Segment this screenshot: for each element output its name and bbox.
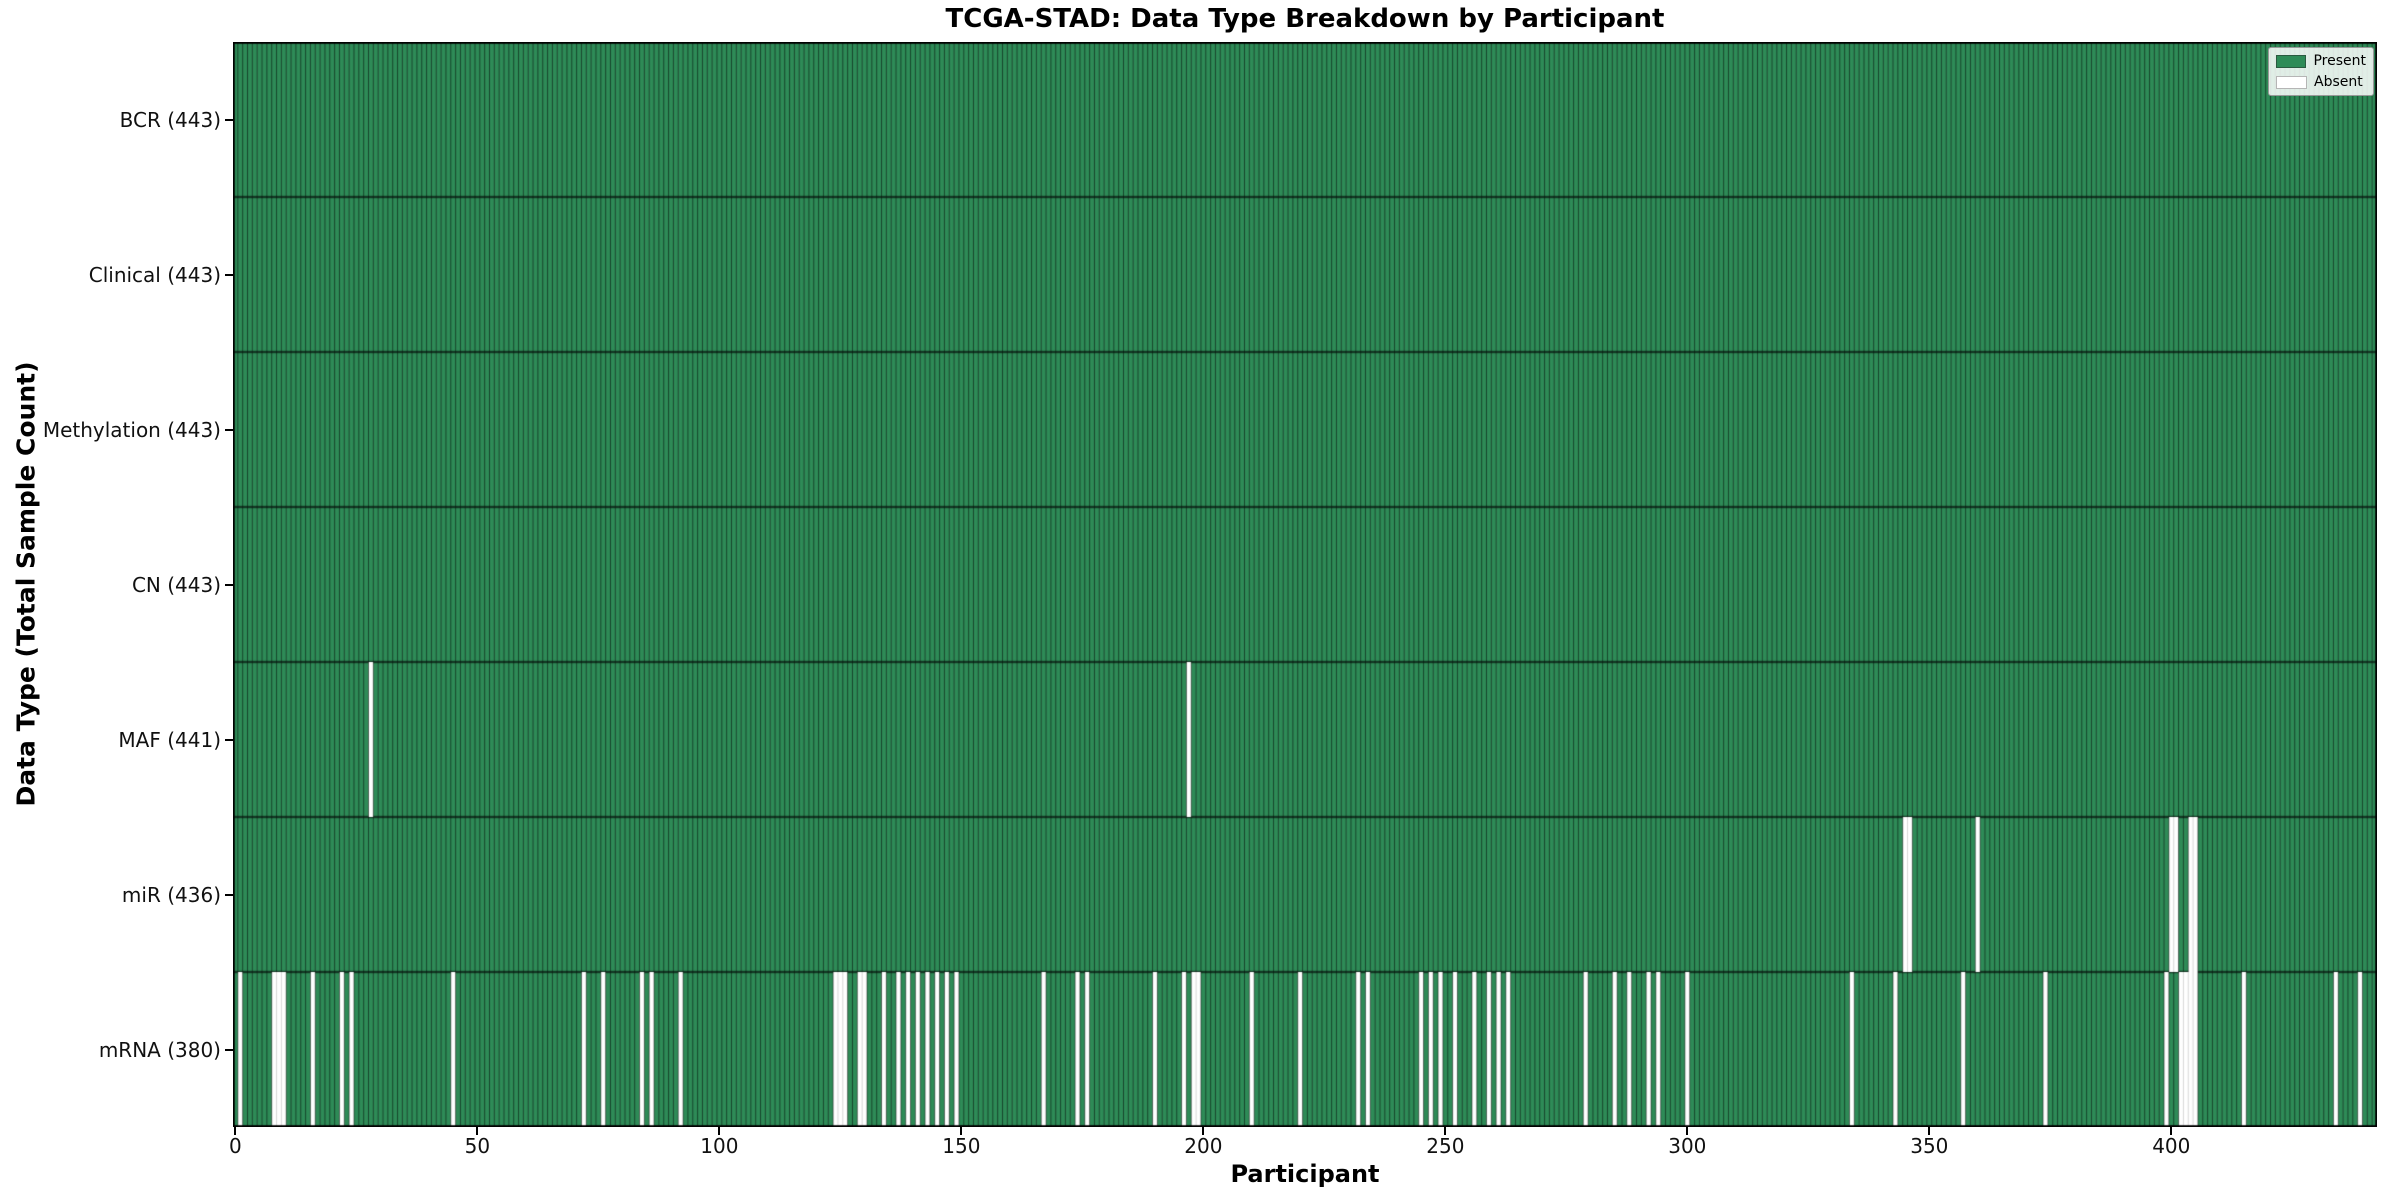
xtick-mark — [1686, 1127, 1689, 1135]
xtick-mark — [1202, 1127, 1205, 1135]
ytick-mark — [225, 118, 233, 121]
ytick-mark — [225, 583, 233, 586]
xtick-label-150: 150 — [942, 1134, 981, 1158]
xtick-label-350: 350 — [1910, 1134, 1949, 1158]
xtick-label-200: 200 — [1184, 1134, 1223, 1158]
xtick-label-0: 0 — [229, 1134, 242, 1158]
ytick-label-CN: CN (443) — [131, 572, 221, 597]
legend-swatch-absent — [2276, 75, 2307, 89]
xtick-label-400: 400 — [2152, 1134, 2191, 1158]
xtick-label-100: 100 — [700, 1134, 739, 1158]
ytick-mark — [225, 1048, 233, 1051]
xtick-mark — [1444, 1127, 1447, 1135]
xtick-label-50: 50 — [464, 1134, 491, 1158]
ytick-label-MAF: MAF (441) — [118, 727, 221, 752]
ytick-label-BCR: BCR (443) — [119, 107, 221, 132]
xtick-mark — [960, 1127, 963, 1135]
legend-item-absent: Absent — [2276, 74, 2366, 90]
ytick-mark — [225, 273, 233, 276]
ytick-label-Methylation: Methylation (443) — [42, 417, 221, 442]
ytick-mark — [225, 893, 233, 896]
x-axis-title: Participant — [1230, 1160, 1380, 1188]
xtick-mark — [1928, 1127, 1931, 1135]
legend: Present Absent — [2268, 47, 2374, 96]
xtick-mark — [718, 1127, 721, 1135]
legend-label-absent: Absent — [2314, 74, 2363, 90]
xtick-label-250: 250 — [1426, 1134, 1465, 1158]
ytick-label-mRNA: mRNA (380) — [98, 1037, 221, 1062]
xtick-mark — [234, 1127, 237, 1135]
legend-label-present: Present — [2313, 53, 2366, 69]
ytick-mark — [225, 428, 233, 431]
heatmap-canvas — [233, 42, 2377, 1127]
ytick-label-Clinical: Clinical (443) — [88, 262, 221, 287]
chart-title: TCGA-STAD: Data Type Breakdown by Partic… — [945, 4, 1665, 34]
xtick-mark — [476, 1127, 479, 1135]
xtick-label-300: 300 — [1668, 1134, 1707, 1158]
ytick-mark — [225, 738, 233, 741]
xtick-mark — [2170, 1127, 2173, 1135]
legend-item-present: Present — [2276, 53, 2366, 69]
legend-swatch-present — [2276, 54, 2307, 68]
ytick-label-miR: miR (436) — [121, 882, 221, 907]
